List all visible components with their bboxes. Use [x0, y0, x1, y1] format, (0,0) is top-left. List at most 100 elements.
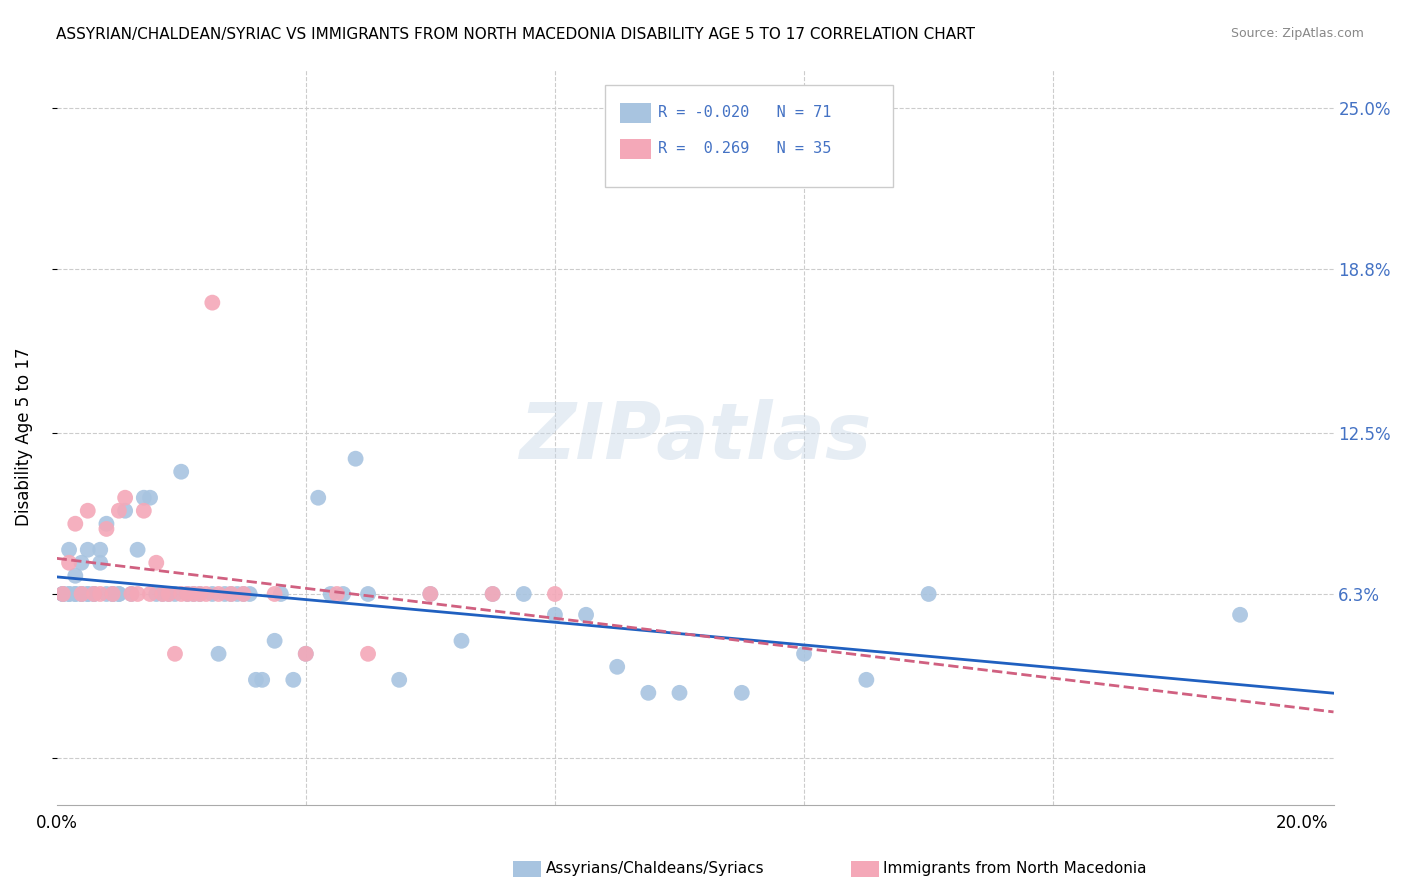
- Text: Immigrants from North Macedonia: Immigrants from North Macedonia: [883, 862, 1146, 876]
- Point: [214, 587, 236, 601]
- Point: [270, 587, 292, 601]
- Point: [188, 587, 211, 601]
- Point: [419, 587, 441, 601]
- Point: [188, 587, 211, 601]
- Point: [544, 587, 567, 601]
- Point: [152, 587, 174, 601]
- Point: [201, 295, 224, 310]
- Point: [58, 587, 80, 601]
- Point: [195, 587, 218, 601]
- Point: [245, 673, 267, 687]
- Point: [668, 686, 690, 700]
- Point: [76, 504, 98, 518]
- Point: [76, 587, 98, 601]
- Point: [283, 673, 305, 687]
- Point: [176, 587, 198, 601]
- Text: R = -0.020   N = 71: R = -0.020 N = 71: [658, 105, 831, 120]
- Point: [1229, 607, 1251, 622]
- Point: [170, 587, 193, 601]
- Point: [52, 587, 75, 601]
- Point: [76, 542, 98, 557]
- Point: [52, 587, 75, 601]
- Point: [89, 556, 111, 570]
- Point: [170, 465, 193, 479]
- Point: [83, 587, 105, 601]
- Point: [52, 587, 75, 601]
- Point: [132, 504, 155, 518]
- Point: [201, 587, 224, 601]
- Point: [163, 587, 186, 601]
- Point: [157, 587, 180, 601]
- Point: [319, 587, 342, 601]
- Point: [855, 673, 877, 687]
- Point: [58, 556, 80, 570]
- Point: [637, 686, 659, 700]
- Point: [96, 587, 118, 601]
- Point: [450, 633, 472, 648]
- Text: ZIPatlas: ZIPatlas: [519, 399, 872, 475]
- Point: [219, 587, 242, 601]
- Text: ASSYRIAN/CHALDEAN/SYRIAC VS IMMIGRANTS FROM NORTH MACEDONIA DISABILITY AGE 5 TO : ASSYRIAN/CHALDEAN/SYRIAC VS IMMIGRANTS F…: [56, 27, 976, 42]
- Point: [917, 587, 939, 601]
- Text: Source: ZipAtlas.com: Source: ZipAtlas.com: [1230, 27, 1364, 40]
- Y-axis label: Disability Age 5 to 17: Disability Age 5 to 17: [15, 347, 32, 526]
- Point: [326, 587, 349, 601]
- Point: [83, 587, 105, 601]
- Point: [232, 587, 254, 601]
- Point: [226, 587, 249, 601]
- Point: [132, 491, 155, 505]
- Point: [65, 516, 87, 531]
- Point: [89, 587, 111, 601]
- Point: [183, 587, 205, 601]
- Point: [127, 587, 149, 601]
- Point: [332, 587, 354, 601]
- Point: [89, 542, 111, 557]
- Point: [163, 647, 186, 661]
- Point: [76, 587, 98, 601]
- Point: [606, 660, 628, 674]
- Point: [70, 587, 93, 601]
- Point: [96, 522, 118, 536]
- Point: [65, 587, 87, 601]
- Point: [183, 587, 205, 601]
- Point: [139, 491, 162, 505]
- Point: [357, 587, 380, 601]
- Point: [65, 587, 87, 601]
- Point: [58, 542, 80, 557]
- Point: [513, 587, 536, 601]
- Point: [114, 491, 136, 505]
- Point: [70, 587, 93, 601]
- Point: [108, 587, 131, 601]
- Point: [139, 587, 162, 601]
- Point: [70, 587, 93, 601]
- Point: [145, 556, 167, 570]
- Point: [145, 587, 167, 601]
- Point: [207, 647, 229, 661]
- Point: [96, 516, 118, 531]
- Point: [263, 633, 285, 648]
- Text: Assyrians/Chaldeans/Syriacs: Assyrians/Chaldeans/Syriacs: [546, 862, 763, 876]
- Point: [575, 607, 598, 622]
- Point: [344, 451, 367, 466]
- Point: [120, 587, 142, 601]
- Point: [120, 587, 142, 601]
- Point: [250, 673, 273, 687]
- Point: [70, 556, 93, 570]
- Point: [101, 587, 124, 601]
- Point: [65, 568, 87, 582]
- Point: [544, 607, 567, 622]
- Point: [419, 587, 441, 601]
- Point: [114, 504, 136, 518]
- Point: [263, 587, 285, 601]
- Point: [101, 587, 124, 601]
- Point: [294, 647, 316, 661]
- Point: [176, 587, 198, 601]
- Point: [152, 587, 174, 601]
- Point: [219, 587, 242, 601]
- Point: [481, 587, 503, 601]
- Point: [127, 542, 149, 557]
- Point: [232, 587, 254, 601]
- Point: [83, 587, 105, 601]
- Point: [101, 587, 124, 601]
- Point: [207, 587, 229, 601]
